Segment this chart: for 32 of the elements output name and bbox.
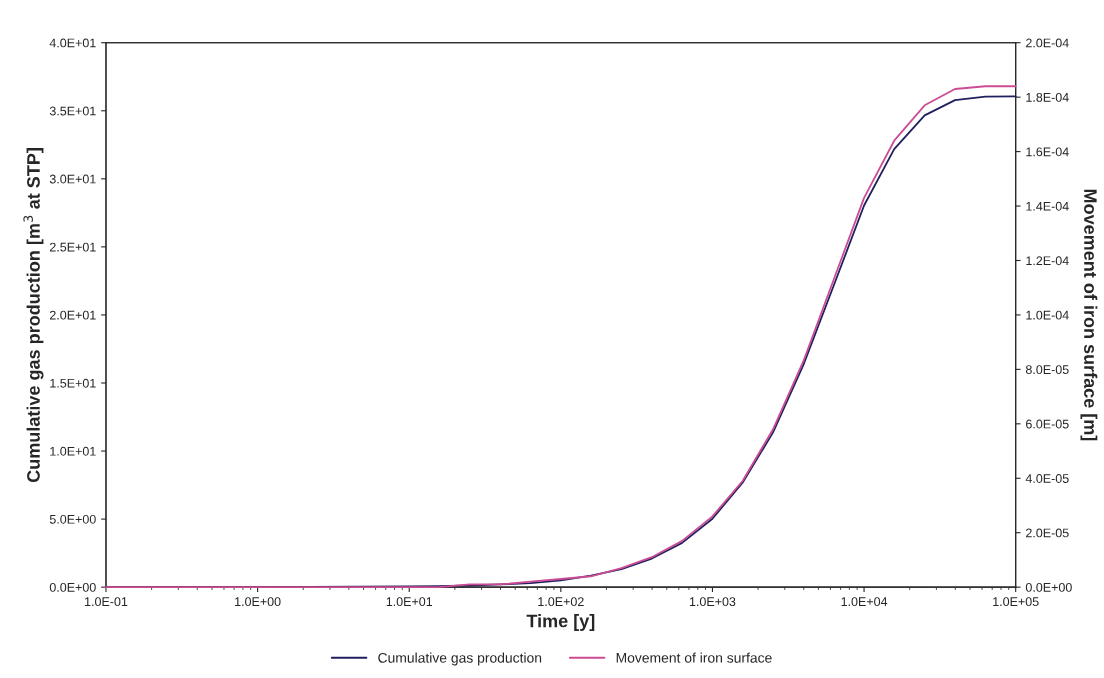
y2-tick-label: 4.0E-05: [1025, 474, 1069, 483]
x-tick-label: 1.0E+02: [538, 597, 584, 607]
legend-label: Movement of iron surface: [616, 652, 772, 663]
y-tick-label: 2.0E+01: [49, 310, 96, 320]
y-axis-title: Cumulative gas production [m$^{3}$ at STP]: [23, 148, 44, 483]
y2-tick-label: 1.2E-04: [1026, 256, 1069, 266]
y-tick-label: 1.5E+01: [50, 378, 96, 388]
y2-tick-label: 1.4E-04: [1026, 201, 1069, 211]
y2-tick-label: 1.6E-04: [1026, 147, 1069, 157]
y-tick-label: 5.0E+00: [49, 514, 96, 524]
y-tick-label: 3.0E+01: [49, 174, 96, 184]
legend-label: Cumulative gas production: [378, 652, 542, 666]
y-tick-label: 2.5E+01: [49, 242, 96, 252]
y-tick-label: 3.5E+01: [49, 106, 96, 116]
y2-axis-title: Movement of iron surface [m]: [1080, 189, 1098, 441]
x-tick-label: 1.0E-01: [85, 597, 128, 607]
x-tick-label: 1.0E+03: [689, 597, 736, 607]
x-tick-label: 1.0E+04: [841, 597, 888, 607]
y2-tick-label: 0.0E+00: [1025, 582, 1072, 592]
y-tick-label: 4.0E+01: [49, 38, 96, 48]
y-tick-label: 1.0E+01: [50, 446, 96, 456]
x-axis-title: Time [y]: [526, 614, 595, 631]
y2-tick-label: 2.0E-04: [1026, 38, 1069, 48]
x-tick-label: 1.0E+00: [235, 597, 281, 607]
y2-tick-label: 2.0E-05: [1026, 528, 1069, 538]
y2-tick-label: 8.0E-05: [1025, 365, 1069, 375]
y2-tick-label: 6.0E-05: [1026, 419, 1069, 429]
y2-tick-label: 1.0E-04: [1026, 310, 1069, 320]
x-tick-label: 1.0E+05: [993, 597, 1039, 607]
y-tick-label: 0.0E+00: [49, 582, 96, 592]
x-tick-label: 1.0E+01: [386, 597, 433, 607]
y2-tick-label: 1.8E-04: [1026, 92, 1069, 102]
